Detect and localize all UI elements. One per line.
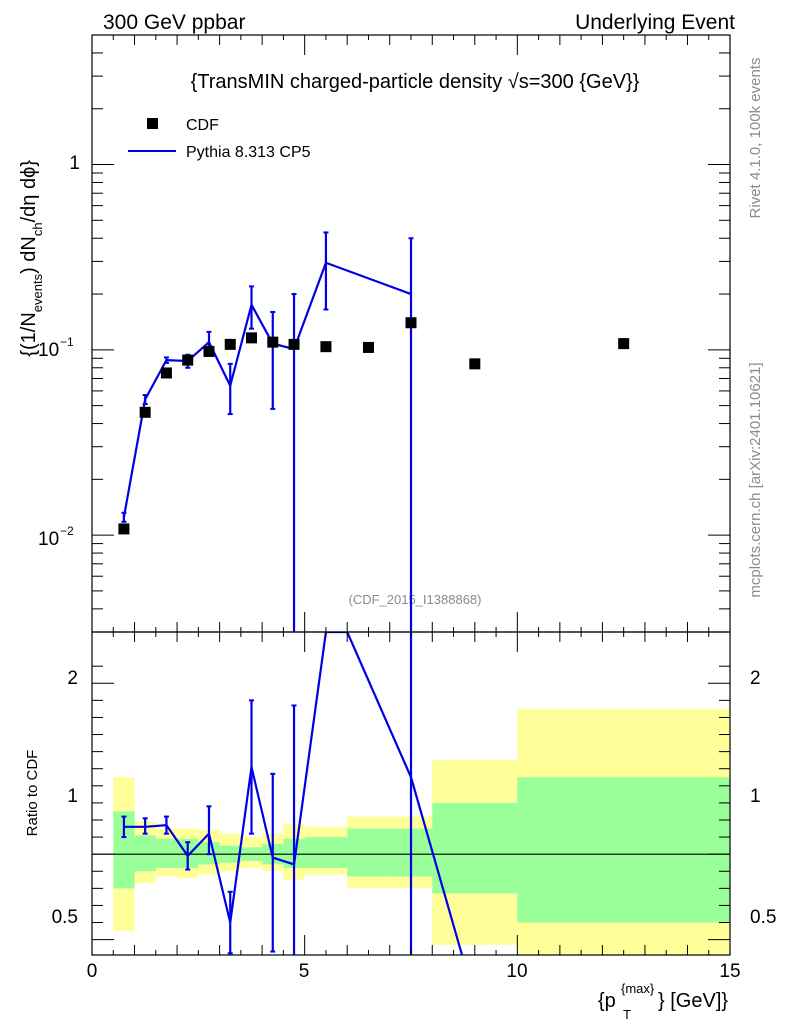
ytick-label-1e-1-base: 10 — [38, 340, 59, 361]
ylabel-part-3: ) dN — [18, 236, 40, 274]
series-pythia — [121, 231, 414, 632]
ytick-label-1e-2-base: 10 — [38, 529, 59, 550]
header-right: Underlying Event — [575, 11, 735, 34]
svg-text:{(1/Nevents) dNch/dη dϕ}: {(1/Nevents) dNch/dη dϕ} — [18, 160, 45, 357]
main-plot-area — [118, 231, 630, 632]
cdf-point — [246, 332, 257, 344]
xtick-label-15: 15 — [719, 961, 740, 982]
main-ytick-labels: 10 −2 10 −1 1 — [38, 153, 80, 550]
band-inner — [432, 802, 518, 894]
ratio-ytick-labels: 2 1 0.5 2 1 0.5 — [52, 668, 777, 928]
legend-data-marker — [147, 118, 158, 129]
main-ylabel: {(1/Nevents) dNch/dη dϕ} — [18, 160, 45, 357]
ratio-ytick-label-05-left: 0.5 — [52, 907, 78, 928]
xtick-label-0: 0 — [87, 961, 98, 982]
legend-data-label: CDF — [186, 117, 219, 134]
cdf-point — [118, 523, 130, 535]
ytick-label-1e-2-exp: −2 — [60, 524, 74, 538]
analysis-watermark: (CDF_2015_I1388868) — [349, 592, 482, 607]
cdf-point — [320, 341, 332, 353]
ratio-ytick-label-2-left: 2 — [67, 668, 78, 689]
rivet-label: Rivet 4.1.0, 100k events — [747, 58, 764, 219]
main-panel: {TransMIN charged-particle density √s=30… — [18, 34, 731, 633]
cdf-point — [362, 341, 374, 353]
cdf-point — [618, 338, 630, 350]
xlabel-end: } [GeV]} — [658, 990, 728, 1012]
cdf-point — [469, 358, 481, 370]
xtick-label-5: 5 — [299, 961, 310, 982]
cdf-point — [288, 338, 300, 350]
ratio-ytick-label-1-left: 1 — [67, 786, 78, 807]
cdf-point — [405, 317, 417, 329]
ytick-label-1: 1 — [69, 153, 80, 174]
ratio-ytick-label-2-right: 2 — [750, 668, 761, 689]
series-cdf — [118, 317, 630, 535]
ratio-panel: 2 1 0.5 2 1 0.5 Ratio to CDF 0 5 10 15 {… — [24, 631, 777, 1022]
xlabel: {p T {max} } [GeV]} — [598, 981, 728, 1022]
band-inner — [347, 828, 390, 877]
main-title: {TransMIN charged-particle density √s=30… — [191, 71, 640, 93]
ylabel-part-1: {(1/N — [18, 312, 40, 356]
band-inner — [517, 777, 730, 923]
band-inner — [113, 811, 135, 889]
xtick-label-10: 10 — [506, 961, 527, 982]
ratio-ytick-label-1-right: 1 — [750, 786, 761, 807]
ratio-xtick-labels: 0 5 10 15 — [87, 961, 741, 982]
mcplots-label: mcplots.cern.ch [arXiv:2401.10621] — [747, 362, 764, 597]
uncertainty-bands — [113, 708, 730, 955]
ratio-marks — [91, 631, 731, 956]
ratio-plot-area — [92, 632, 730, 955]
cdf-point — [224, 338, 236, 350]
ylabel-part-2: events — [30, 273, 45, 312]
ytick-label-1e-1-exp: −1 — [60, 335, 74, 349]
band-inner — [134, 835, 156, 872]
ratio-frame — [91, 631, 731, 956]
band-inner — [155, 838, 178, 868]
cdf-point — [160, 367, 172, 379]
xlabel-sup: {max} — [621, 981, 655, 996]
legend: CDF Pythia 8.313 CP5 — [128, 117, 311, 161]
ratio-ytick-label-05-right: 0.5 — [750, 907, 776, 928]
legend-mc-label: Pythia 8.313 CP5 — [186, 144, 311, 161]
ratio-pythia — [121, 632, 464, 955]
header-left: 300 GeV ppbar — [103, 11, 245, 34]
xlabel-main: {p — [598, 990, 616, 1012]
xlabel-sub: T — [623, 1007, 631, 1022]
pythia-line — [122, 261, 412, 518]
ylabel-part-5: /dη dϕ} — [18, 160, 40, 223]
cdf-point — [139, 406, 151, 418]
cdf-point — [267, 336, 279, 348]
ylabel-part-4: ch — [30, 222, 45, 236]
ratio-ylabel: Ratio to CDF — [24, 750, 41, 837]
cdf-point — [203, 345, 215, 357]
cdf-point — [182, 354, 194, 366]
band-inner — [304, 837, 348, 868]
